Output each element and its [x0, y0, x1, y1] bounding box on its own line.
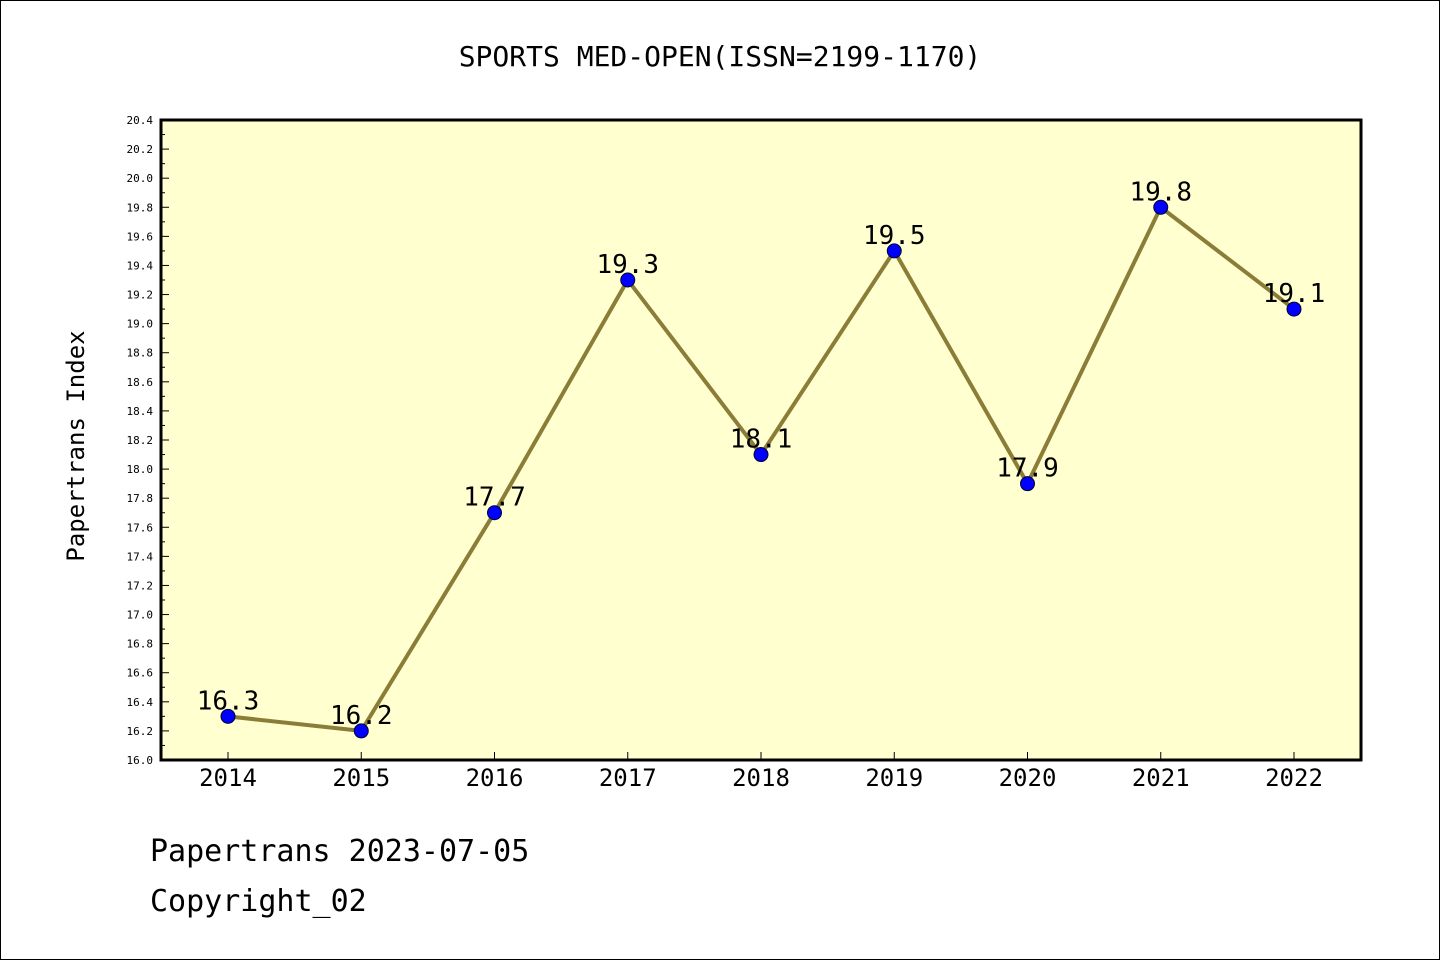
y-axis: 16.0 16.2 16.4 16.6 16.8 17.0 17.2 17.4 17.6 17.8…: [127, 114, 169, 767]
data-label: 16.2: [330, 701, 393, 731]
data-point: [1286, 301, 1302, 317]
x-tick-label: 2016: [466, 764, 524, 792]
y-tick-label: 16.4: [127, 696, 154, 709]
data-point: [353, 723, 369, 739]
x-tick-label: 2022: [1265, 764, 1323, 792]
plot-area: [161, 120, 1361, 760]
data-label: 17.7: [463, 483, 526, 513]
x-tick-label: 2014: [199, 764, 257, 792]
y-tick-label: 18.8: [127, 347, 154, 360]
y-tick-label: 19.8: [127, 201, 154, 214]
y-tick-label: 18.0: [127, 463, 154, 476]
y-tick-label: 18.2: [127, 434, 154, 447]
footer-date: Papertrans 2023-07-05: [150, 834, 530, 869]
data-point: [220, 708, 236, 724]
y-tick-label: 17.4: [127, 550, 154, 563]
y-tick-label: 16.8: [127, 638, 154, 651]
y-tick-label: 17.6: [127, 521, 154, 534]
y-tick-label: 20.0: [127, 172, 154, 185]
y-tick-label: 19.4: [127, 259, 154, 272]
data-point: [620, 272, 636, 288]
data-point: [753, 447, 769, 463]
footer-copyright: Copyright_02: [150, 884, 367, 919]
data-label: 19.1: [1263, 279, 1326, 309]
x-tick-label: 2021: [1132, 764, 1190, 792]
y-tick-label: 17.2: [127, 579, 154, 592]
x-tick-label: 2015: [332, 764, 390, 792]
data-label: 19.8: [1129, 177, 1192, 207]
y-tick-label: 16.0: [127, 754, 154, 767]
y-tick-label: 16.2: [127, 725, 154, 738]
y-tick-label: 20.4: [127, 114, 154, 127]
x-tick-label: 2017: [599, 764, 657, 792]
x-tick-label: 2020: [999, 764, 1057, 792]
data-labels: 16.3 16.2 17.7 19.3 18.1 19.5 17.9 19.8 19.1: [197, 177, 1326, 731]
y-tick-label: 19.2: [127, 289, 154, 302]
data-label: 19.5: [863, 221, 926, 251]
y-tick-label: 19.6: [127, 230, 154, 243]
data-point: [1153, 199, 1169, 215]
plot-border: [159, 118, 1363, 762]
x-axis: 2014 2015 2016 2017 2018 2019 2020 2021 2022: [199, 752, 1323, 792]
y-tick-label: 17.8: [127, 492, 154, 505]
y-tick-label: 19.0: [127, 318, 154, 331]
y-axis-label: Papertrans Index: [62, 330, 90, 561]
data-points: [220, 199, 1302, 739]
chart-title: SPORTS MED-OPEN(ISSN=2199-1170): [459, 40, 982, 73]
data-point: [886, 243, 902, 259]
y-tick-label: 16.6: [127, 667, 154, 680]
y-tick-label: 18.6: [127, 376, 154, 389]
y-tick-label: 17.0: [127, 609, 154, 622]
data-label: 17.9: [996, 454, 1059, 484]
y-tick-label: 20.2: [127, 143, 154, 156]
data-label: 16.3: [197, 686, 260, 716]
data-label: 18.1: [730, 425, 793, 455]
x-tick-label: 2018: [732, 764, 790, 792]
data-point: [487, 505, 502, 521]
y-tick-label: 18.4: [127, 405, 154, 418]
data-label: 19.3: [596, 250, 659, 280]
data-point: [1020, 476, 1035, 492]
x-tick-label: 2019: [865, 764, 923, 792]
